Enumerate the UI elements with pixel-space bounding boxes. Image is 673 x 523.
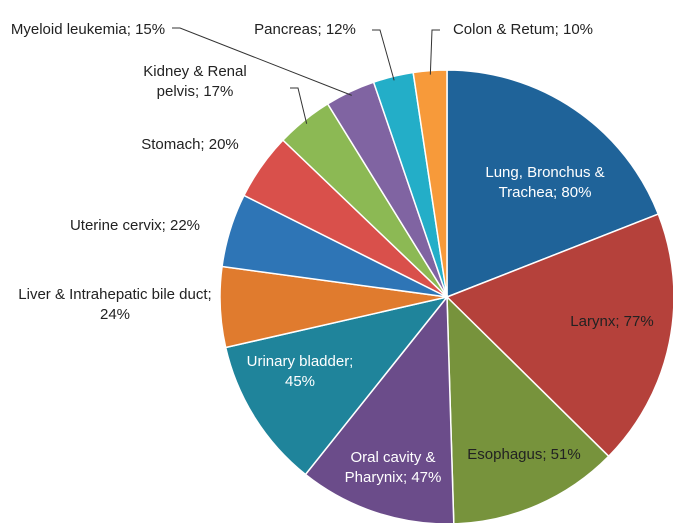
leader-line <box>172 27 352 96</box>
data-label: Esophagus; 51% <box>467 446 581 463</box>
data-label: Stomach; 20% <box>141 136 239 153</box>
pie-slice <box>224 295 449 476</box>
pie-slice <box>446 69 660 299</box>
data-label: Lung, Bronchus & Trachea; 80% <box>485 164 605 201</box>
data-label: Oral cavity & Pharynix; 47% <box>344 449 442 486</box>
data-label: Larynx; 77% <box>570 313 654 330</box>
data-label: Kidney & Renal pelvis; 17% <box>143 63 247 100</box>
data-label: Liver & Intrahepatic bile duct; 24% <box>18 286 212 323</box>
leader-line <box>372 29 395 81</box>
pie-slice <box>446 295 610 523</box>
data-label: Urinary bladder; 45% <box>246 353 354 390</box>
leader-line <box>290 87 308 124</box>
pie-slice <box>304 294 455 523</box>
leader-line <box>429 29 440 75</box>
data-label: Myeloid leukemia; 15% <box>10 21 166 38</box>
data-label: Colon & Retum; 10% <box>452 21 594 38</box>
data-label: Pancreas; 12% <box>254 21 356 38</box>
data-label: Uterine cervix; 22% <box>69 217 201 234</box>
pie-slice <box>445 213 673 458</box>
